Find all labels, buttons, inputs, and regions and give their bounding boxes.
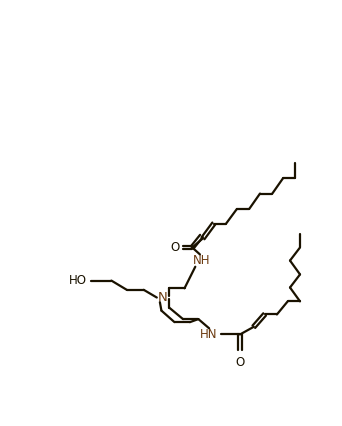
Text: O: O [171,241,180,254]
Text: O: O [235,356,245,369]
Text: HN: HN [200,328,218,341]
Text: N: N [158,291,168,304]
Text: HO: HO [69,274,87,287]
Text: NH: NH [193,254,210,267]
